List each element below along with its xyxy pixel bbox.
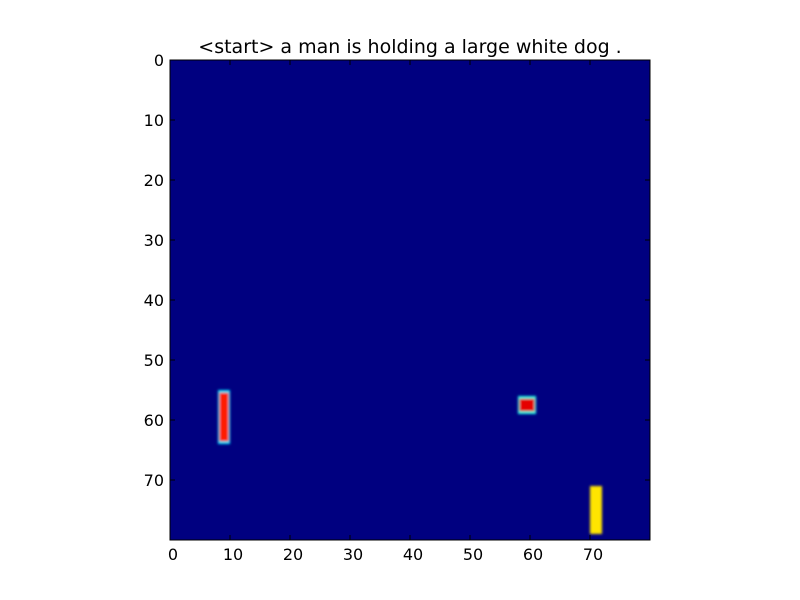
- y-tick-label: 40: [144, 291, 164, 310]
- y-tick-label: 60: [144, 411, 164, 430]
- y-tick-label: 0: [154, 51, 164, 70]
- x-tick-label: 40: [403, 545, 423, 564]
- chart-title: <start> a man is holding a large white d…: [198, 36, 621, 58]
- plot-frame: [169, 59, 651, 541]
- hotspot-core: [591, 488, 601, 532]
- y-tick-label: 30: [144, 231, 164, 250]
- x-tick-label: 70: [583, 545, 603, 564]
- heatmap-cells: [218, 390, 602, 534]
- hotspot-core: [219, 392, 229, 442]
- axis-ticks: 0 10 20 30 40 50 60 70 0 10 20 30 40 50 60 70: [144, 51, 650, 564]
- heatmap-hotspot: [518, 396, 536, 414]
- x-tick-label: 50: [463, 545, 483, 564]
- x-tick-label: 30: [343, 545, 363, 564]
- heatmap-hotspot: [218, 390, 230, 444]
- y-tick-label: 20: [144, 171, 164, 190]
- x-tick-label: 60: [523, 545, 543, 564]
- x-tick-label: 0: [168, 545, 178, 564]
- x-tick-label: 20: [283, 545, 303, 564]
- hotspot-core: [519, 398, 535, 412]
- heatmap-background: [170, 60, 650, 540]
- heatmap-hotspot: [590, 486, 602, 534]
- x-tick-label: 10: [223, 545, 243, 564]
- y-tick-label: 50: [144, 351, 164, 370]
- y-tick-label: 70: [144, 471, 164, 490]
- y-tick-label: 10: [144, 111, 164, 130]
